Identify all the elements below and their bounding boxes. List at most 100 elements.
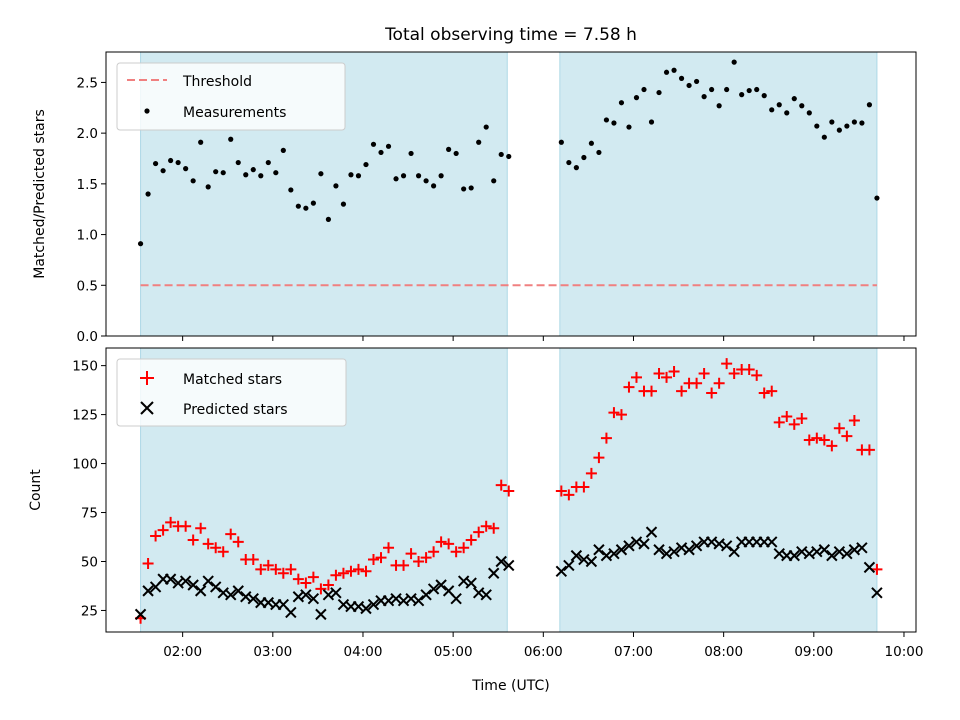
matched-star-marker xyxy=(157,524,169,536)
y-tick-label: 0.5 xyxy=(77,278,98,294)
y-tick-label: 2.0 xyxy=(77,126,98,142)
legend-bottom: Matched stars Predicted stars xyxy=(116,358,347,427)
matched-star-marker xyxy=(706,387,718,399)
matched-star-marker xyxy=(863,444,875,456)
predicted-star-marker xyxy=(247,592,259,605)
predicted-star-marker xyxy=(225,589,237,601)
measurement-point xyxy=(626,124,632,130)
matched-star-marker xyxy=(420,552,432,564)
measurement-point xyxy=(724,86,730,93)
measurement-point xyxy=(288,187,294,193)
legend-measurement-swatch xyxy=(144,108,150,114)
matched-star-marker xyxy=(608,407,620,419)
predicted-star-marker xyxy=(330,587,342,599)
y-tick-label: 100 xyxy=(72,457,98,473)
measurement-point xyxy=(468,185,474,191)
legend-bottom-box xyxy=(116,358,347,427)
y-tick-label: 0.0 xyxy=(77,329,98,345)
matched-star-marker xyxy=(653,367,665,379)
measurement-point xyxy=(160,168,166,174)
measurement-point xyxy=(273,170,279,176)
matched-star-marker xyxy=(668,366,680,378)
matched-star-marker xyxy=(202,538,214,550)
matched-star-marker xyxy=(232,536,244,548)
matched-star-marker xyxy=(413,555,425,567)
predicted-star-marker xyxy=(315,608,327,621)
matched-star-marker xyxy=(450,546,462,558)
measurement-point xyxy=(633,95,640,101)
predicted-star-marker xyxy=(232,585,244,597)
measurement-point xyxy=(769,107,775,113)
measurement-point xyxy=(716,103,722,109)
matched-star-marker xyxy=(307,571,319,583)
matched-star-marker xyxy=(585,467,597,479)
measurement-point xyxy=(558,139,564,145)
x-tick-label: 02:00 xyxy=(163,644,202,660)
predicted-star-marker xyxy=(645,526,658,538)
measurement-point xyxy=(137,241,144,247)
predicted-star-marker xyxy=(465,577,477,589)
matched-star-marker xyxy=(646,385,658,397)
shaded-interval xyxy=(559,51,878,337)
predicted-star-marker xyxy=(818,544,831,556)
legend-measurement-label: Measurements xyxy=(183,105,286,121)
y-tick-label: 1.0 xyxy=(77,228,98,244)
measurement-point xyxy=(385,143,392,149)
matched-star-marker xyxy=(458,542,470,554)
panel-counts: 25 50 75 100 125 150 02:00 03:00 04:00 05:00 06:0… xyxy=(28,347,924,694)
matched-star-marker xyxy=(285,563,297,575)
matched-star-marker xyxy=(352,563,364,575)
matched-star-marker xyxy=(330,569,342,581)
matched-star-marker xyxy=(848,414,860,426)
predicted-star-marker xyxy=(480,589,492,601)
measurement-point xyxy=(152,160,159,167)
measurement-point xyxy=(663,69,670,75)
measurement-point xyxy=(348,172,354,178)
measurement-point xyxy=(333,183,339,189)
measurement-point xyxy=(378,149,384,156)
matched-star-marker xyxy=(743,364,755,376)
shaded-interval xyxy=(559,347,878,633)
predicted-star-marker xyxy=(179,575,192,587)
measurement-point xyxy=(318,171,324,177)
measurement-point xyxy=(731,59,737,65)
panel-frame-top xyxy=(105,51,917,337)
y-tick-label: 125 xyxy=(72,408,98,424)
measurement-point xyxy=(310,200,316,206)
panel-frame-bottom xyxy=(105,347,917,633)
measurement-point xyxy=(438,173,444,179)
measurement-point xyxy=(431,183,437,189)
predicted-star-marker xyxy=(503,559,515,572)
predicted-star-marker xyxy=(187,579,199,591)
measurement-point xyxy=(566,159,572,166)
matched-star-marker xyxy=(676,385,688,397)
measurement-point xyxy=(588,140,594,146)
measurement-point xyxy=(483,124,489,130)
matched-star-marker xyxy=(841,430,853,442)
matched-star-marker xyxy=(563,489,575,501)
measurement-point xyxy=(190,178,196,184)
panel-ratio: 0.0 0.5 1.0 1.5 2.0 2.5 Matched/Predicted sta… xyxy=(32,51,917,345)
x-ticks-top-panel xyxy=(182,336,905,341)
x-tick-label: 10:00 xyxy=(885,644,924,660)
matched-star-marker xyxy=(766,385,778,397)
y-tick-label: 1.5 xyxy=(77,177,98,193)
measurement-point xyxy=(851,119,857,125)
measurement-point xyxy=(776,102,782,108)
matched-star-marker xyxy=(435,536,447,548)
measurement-point xyxy=(671,67,677,73)
matched-star-marker xyxy=(721,358,733,370)
measurement-point xyxy=(423,178,429,184)
predicted-star-marker xyxy=(608,547,620,560)
predicted-star-marker xyxy=(450,592,462,605)
matched-star-marker xyxy=(322,579,334,591)
y-axis-label-count: Count xyxy=(28,469,44,511)
matched-star-marker xyxy=(871,563,883,575)
legend-predicted-swatch xyxy=(140,401,154,415)
matched-star-marker xyxy=(300,577,312,589)
predicted-star-marker xyxy=(570,549,583,562)
matched-star-marker xyxy=(210,542,222,554)
measurement-point xyxy=(581,154,587,161)
y-tick-label: 75 xyxy=(81,506,98,522)
predicted-star-marker xyxy=(488,567,500,579)
